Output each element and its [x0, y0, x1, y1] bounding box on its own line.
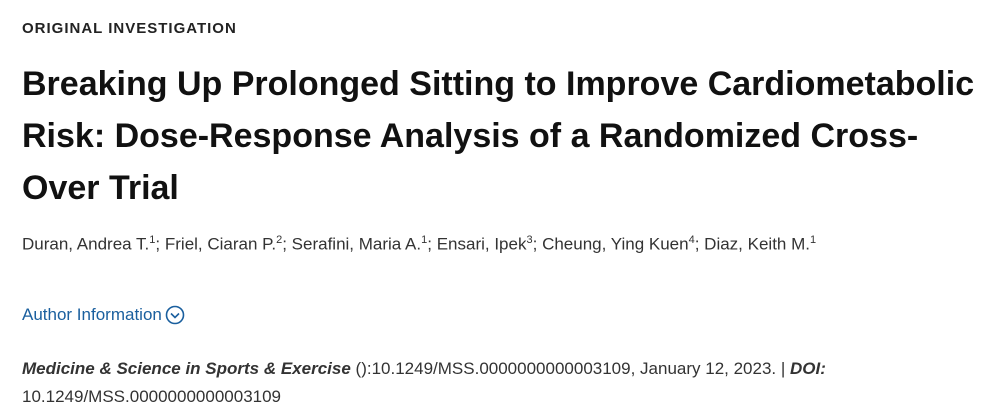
author-separator: ; [532, 234, 538, 254]
doi-label: DOI: [790, 359, 826, 378]
author-affiliation: 1 [809, 234, 817, 246]
author-separator: ; [427, 234, 432, 254]
author-affiliation: 3 [526, 234, 533, 246]
author-name: Diaz, Keith M. [704, 234, 810, 254]
chevron-icon[interactable] [165, 305, 185, 325]
author-affiliation: 1 [421, 234, 428, 246]
author-name: Friel, Ciaran P. [164, 234, 277, 254]
author-list: Duran, Andrea T.1; Friel, Ciaran P.2; Se… [22, 226, 972, 259]
citation-details: ():10.1249/MSS.0000000000003109, January… [355, 359, 786, 378]
author-info-link[interactable]: Author Information [22, 305, 185, 325]
author-affiliation: 2 [276, 234, 283, 246]
citation: Medicine & Science in Sports & Exercise … [22, 355, 972, 411]
author-affiliation: 1 [149, 234, 156, 246]
author-separator: ; [282, 234, 287, 254]
article-type: ORIGINAL INVESTIGATION [22, 20, 237, 37]
article-title: Breaking Up Prolonged Sitting to Improve… [22, 65, 975, 207]
doi[interactable]: 10.1249/MSS.0000000000003109 [22, 387, 282, 406]
author-name: Duran, Andrea T. [22, 234, 150, 254]
author-separator: ; [155, 234, 161, 254]
author-affiliation: 4 [688, 234, 695, 246]
author-name: Ensari, Ipek [436, 234, 527, 254]
author-name: Serafini, Maria A. [291, 234, 422, 254]
author-separator: ; [694, 234, 700, 254]
author-info-text[interactable]: Author Information [22, 305, 162, 324]
author-name: Cheung, Ying Kuen [542, 234, 689, 254]
journal: Medicine & Science in Sports & Exercise [22, 359, 351, 378]
